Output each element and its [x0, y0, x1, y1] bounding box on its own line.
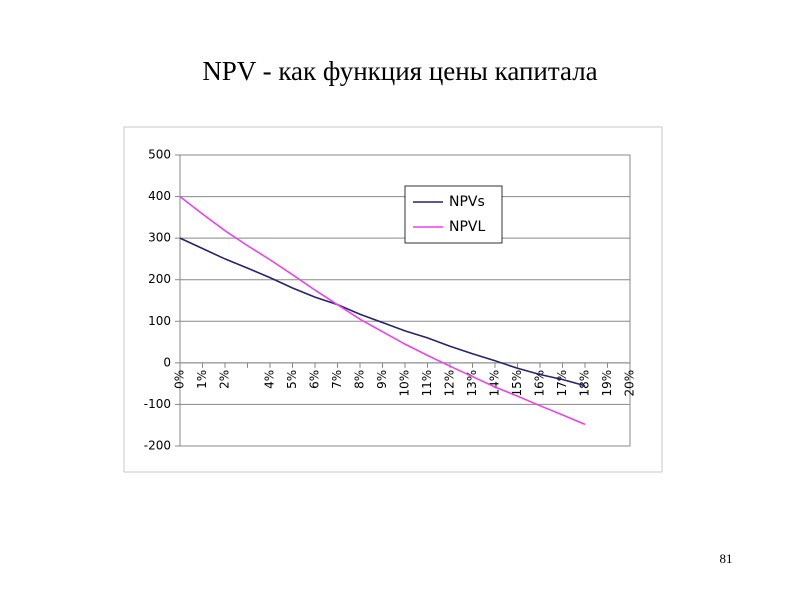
x-tick-label: 0% [173, 370, 187, 389]
y-tick-label: -200 [144, 439, 171, 453]
y-tick-label: 100 [148, 314, 171, 328]
x-tick-label: 8% [353, 370, 367, 389]
series-line [179, 237, 586, 387]
y-tick-label: 0 [163, 355, 171, 369]
x-tick-label: 5% [285, 370, 299, 389]
x-tick-label: 10% [398, 370, 412, 397]
x-tick-label: 9% [375, 370, 389, 389]
x-tick-label: 16% [533, 370, 547, 397]
x-tick-label: 1% [195, 370, 209, 389]
x-tick-label: 20% [623, 370, 637, 397]
legend-label: NPVs [449, 194, 485, 210]
y-tick-label: 200 [148, 272, 171, 286]
slide-title: NPV - как функция цены капитала [202, 56, 597, 86]
x-tick-label: 12% [443, 370, 457, 397]
x-tick-label: 18% [578, 370, 592, 397]
x-tick-label: 19% [600, 370, 614, 397]
legend-label: NPVL [449, 219, 485, 235]
page-number: 81 [720, 551, 733, 566]
x-tick-label: 6% [308, 370, 322, 389]
x-tick-label: 2% [218, 370, 232, 389]
x-tick-label: 4% [263, 370, 277, 389]
legend-box [404, 185, 503, 244]
x-tick-label: 13% [465, 370, 479, 397]
x-tick-label: 7% [330, 370, 344, 389]
x-tick-label: 17% [555, 370, 569, 397]
y-tick-label: 500 [148, 148, 171, 162]
series-line [179, 195, 586, 426]
y-tick-label: -100 [144, 397, 171, 411]
x-tick-label: 11% [420, 370, 434, 397]
x-tick-label: 15% [510, 370, 524, 397]
y-tick-label: 300 [148, 231, 171, 245]
x-tick-label: 14% [488, 370, 502, 397]
y-tick-label: 400 [148, 189, 171, 203]
